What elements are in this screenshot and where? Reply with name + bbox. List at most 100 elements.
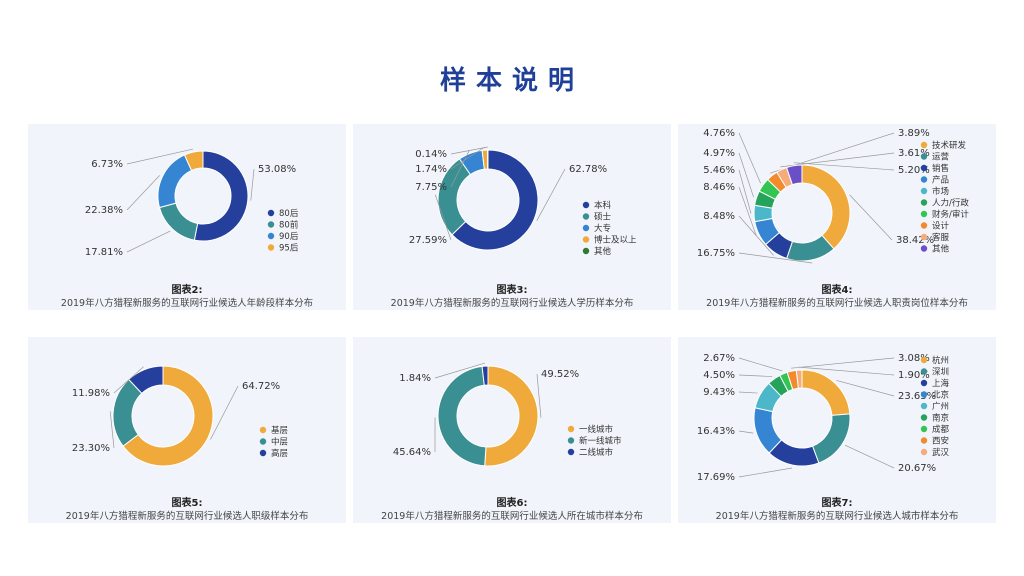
slice-value-label: 64.72% xyxy=(242,381,280,392)
chart-panel-6: 23.63% 20.67% 17.69% 16.43% 9.43% 4.50% 2.67% 3… xyxy=(678,337,996,523)
figure-label: 图表6: xyxy=(496,498,528,509)
legend-entry: 硕士 xyxy=(594,212,612,223)
chart-title: 2019年八方猎程新服务的互联网行业候选人所在城市样本分布 xyxy=(381,511,643,522)
legend-marker xyxy=(567,437,575,444)
slice-value-label: 45.64% xyxy=(393,447,431,458)
legend-marker xyxy=(582,213,590,220)
legend-marker xyxy=(567,448,575,456)
leader-line xyxy=(849,194,893,241)
legend-entry: 广州 xyxy=(932,401,949,412)
leader-line xyxy=(126,148,194,165)
leader-line xyxy=(780,152,895,168)
slice-value-label: 11.98% xyxy=(72,388,110,399)
legend-marker xyxy=(920,164,928,172)
slice-value-label: 3.89% xyxy=(898,128,930,139)
slice-value-label: 4.76% xyxy=(703,128,735,139)
donut-slice-1 xyxy=(193,150,249,242)
legend-entry: 南京 xyxy=(932,413,949,424)
legend-marker xyxy=(267,209,275,217)
slice-value-label: 5.46% xyxy=(703,165,735,176)
leader-line xyxy=(738,374,773,377)
chart-panel-3: 38.42% 16.75% 8.48% 8.46% 5.46% 4.97% 4.76% 3.8… xyxy=(678,124,996,310)
leader-line xyxy=(210,385,239,440)
slice-value-label: 1.74% xyxy=(415,164,447,175)
leader-line xyxy=(126,230,171,253)
leader-line xyxy=(798,366,895,376)
legend-entry: 技术研发 xyxy=(932,140,967,151)
leader-line xyxy=(434,194,452,241)
legend-entry: 成都 xyxy=(932,424,950,435)
leader-line xyxy=(536,168,566,221)
legend-marker xyxy=(920,199,928,206)
legend-marker xyxy=(567,425,575,433)
slice-value-label: 27.59% xyxy=(409,235,447,246)
legend-marker xyxy=(920,425,928,433)
legend-marker xyxy=(267,221,275,228)
legend-marker xyxy=(920,414,928,421)
donut-chart-svg: 23.63% 20.67% 17.69% 16.43% 9.43% 4.50% 2.67% 3… xyxy=(697,353,950,483)
legend-marker xyxy=(582,236,590,243)
slice-value-label: 6.73% xyxy=(91,159,123,170)
chart-panel-2: 62.78% 27.59% 7.75% 1.74% 0.14% 本科 硕士 大专 博士及以上 其他… xyxy=(353,124,671,310)
legend-entry: 市场 xyxy=(932,186,949,197)
legend-marker xyxy=(920,233,928,241)
slice-value-label: 1.90% xyxy=(898,370,930,381)
legend-entry: 95后 xyxy=(279,243,299,254)
leader-line xyxy=(738,169,752,214)
leader-line xyxy=(434,362,485,379)
leader-line xyxy=(126,175,160,211)
leader-line xyxy=(450,146,488,155)
legend-entry: 上海 xyxy=(932,378,950,389)
donut-slice-1 xyxy=(451,149,539,251)
slice-value-label: 4.97% xyxy=(703,148,735,159)
slice-value-label: 62.78% xyxy=(569,164,607,175)
legend-entry: 中层 xyxy=(271,437,288,448)
legend-entry: 新一线城市 xyxy=(579,436,622,447)
donut-slice-3 xyxy=(481,365,489,386)
donut-slice-9 xyxy=(795,369,803,389)
slice-value-label: 16.75% xyxy=(697,248,735,259)
chart-title: 2019年八方猎程新服务的互联网行业候选人年龄段样本分布 xyxy=(60,298,314,309)
figure-label: 图表4: xyxy=(821,285,853,296)
legend-entry: 设计 xyxy=(932,221,950,232)
legend-entry: 博士及以上 xyxy=(594,235,637,246)
slice-value-label: 2.67% xyxy=(703,353,735,364)
legend-marker xyxy=(259,426,267,434)
chart-panel-4: 64.72% 23.30% 11.98% 基层 中层 高层 图表5: 2019年八方猎程新服务… xyxy=(28,337,346,523)
slice-value-label: 53.08% xyxy=(258,164,296,175)
leader-line xyxy=(791,357,895,369)
legend-marker xyxy=(920,402,928,410)
slice-value-label: 38.42% xyxy=(896,235,934,246)
legend-entry: 90后 xyxy=(279,231,299,242)
legend-marker xyxy=(267,244,275,251)
legend-entry: 基层 xyxy=(271,425,288,436)
legend-marker xyxy=(920,368,928,375)
legend-entry: 武汉 xyxy=(932,447,950,458)
donut-slice-2 xyxy=(811,413,851,464)
slice-value-label: 5.20% xyxy=(898,165,930,176)
legend-entry: 产品 xyxy=(932,175,949,186)
leader-line xyxy=(844,444,895,469)
slice-value-label: 20.67% xyxy=(898,463,936,474)
legend-marker xyxy=(920,210,928,218)
chart-title: 2019年八方猎程新服务的互联网行业候选人学历样本分布 xyxy=(390,298,634,309)
legend-marker xyxy=(920,141,928,149)
donut-slice-1 xyxy=(801,369,851,416)
legend-marker xyxy=(267,232,275,240)
legend-entry: 大专 xyxy=(594,223,611,234)
legend-marker xyxy=(582,201,590,209)
legend-entry: 销售 xyxy=(932,163,949,174)
legend-entry: 其他 xyxy=(594,246,612,257)
legend-entry: 人力/行政 xyxy=(932,198,969,209)
donut-slice-4 xyxy=(183,150,204,172)
legend-marker xyxy=(259,438,267,445)
donut-slice-3 xyxy=(128,365,164,395)
donut-slice-2 xyxy=(437,365,487,467)
legend-marker xyxy=(920,437,928,444)
legend-marker xyxy=(920,187,928,195)
chart-title: 2019年八方猎程新服务的互联网行业候选人职级样本分布 xyxy=(65,511,309,522)
